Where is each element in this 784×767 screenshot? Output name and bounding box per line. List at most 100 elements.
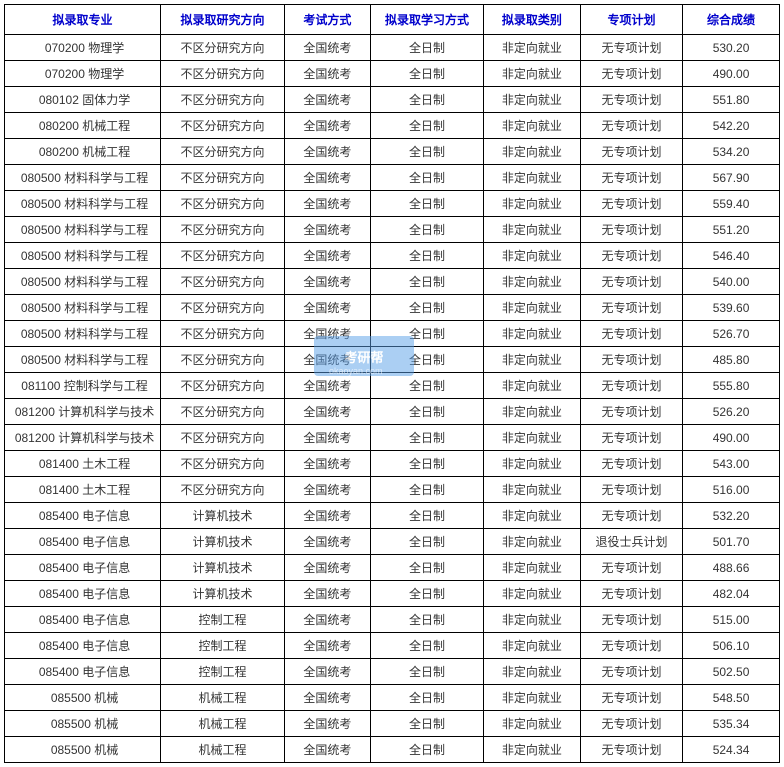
table-cell: 无专项计划 <box>580 165 682 191</box>
table-cell: 070200 物理学 <box>5 61 161 87</box>
table-cell: 081400 土木工程 <box>5 477 161 503</box>
table-cell: 全日制 <box>370 217 483 243</box>
table-cell: 不区分研究方向 <box>161 191 285 217</box>
table-cell: 无专项计划 <box>580 191 682 217</box>
table-row: 080500 材料科学与工程不区分研究方向全国统考全日制非定向就业无专项计划54… <box>5 243 780 269</box>
table-cell: 全日制 <box>370 113 483 139</box>
table-cell: 全日制 <box>370 659 483 685</box>
table-cell: 非定向就业 <box>483 503 580 529</box>
table-cell: 非定向就业 <box>483 555 580 581</box>
table-cell: 非定向就业 <box>483 399 580 425</box>
table-cell: 非定向就业 <box>483 529 580 555</box>
table-cell: 无专项计划 <box>580 425 682 451</box>
header-score: 综合成绩 <box>683 5 780 35</box>
table-cell: 567.90 <box>683 165 780 191</box>
table-row: 080102 固体力学不区分研究方向全国统考全日制非定向就业无专项计划551.8… <box>5 87 780 113</box>
table-cell: 非定向就业 <box>483 243 580 269</box>
table-cell: 全日制 <box>370 477 483 503</box>
table-row: 085400 电子信息计算机技术全国统考全日制非定向就业无专项计划488.66 <box>5 555 780 581</box>
table-cell: 全国统考 <box>284 61 370 87</box>
table-cell: 非定向就业 <box>483 113 580 139</box>
table-cell: 080500 材料科学与工程 <box>5 165 161 191</box>
table-cell: 080102 固体力学 <box>5 87 161 113</box>
table-cell: 全国统考 <box>284 425 370 451</box>
table-cell: 不区分研究方向 <box>161 347 285 373</box>
table-cell: 计算机技术 <box>161 529 285 555</box>
table-cell: 085400 电子信息 <box>5 607 161 633</box>
table-cell: 085400 电子信息 <box>5 529 161 555</box>
table-cell: 488.66 <box>683 555 780 581</box>
table-cell: 530.20 <box>683 35 780 61</box>
table-cell: 全日制 <box>370 191 483 217</box>
table-cell: 不区分研究方向 <box>161 373 285 399</box>
table-cell: 081200 计算机科学与技术 <box>5 425 161 451</box>
table-cell: 全国统考 <box>284 633 370 659</box>
table-cell: 全日制 <box>370 685 483 711</box>
table-cell: 485.80 <box>683 347 780 373</box>
table-cell: 全日制 <box>370 321 483 347</box>
table-cell: 不区分研究方向 <box>161 165 285 191</box>
table-cell: 全日制 <box>370 35 483 61</box>
table-row: 085500 机械机械工程全国统考全日制非定向就业无专项计划548.50 <box>5 685 780 711</box>
table-cell: 515.00 <box>683 607 780 633</box>
header-row: 拟录取专业 拟录取研究方向 考试方式 拟录取学习方式 拟录取类别 专项计划 综合… <box>5 5 780 35</box>
table-row: 085400 电子信息控制工程全国统考全日制非定向就业无专项计划506.10 <box>5 633 780 659</box>
table-cell: 085400 电子信息 <box>5 503 161 529</box>
table-cell: 080500 材料科学与工程 <box>5 347 161 373</box>
table-row: 081100 控制科学与工程不区分研究方向全国统考全日制非定向就业无专项计划55… <box>5 373 780 399</box>
table-cell: 不区分研究方向 <box>161 321 285 347</box>
table-row: 085400 电子信息计算机技术全国统考全日制非定向就业退役士兵计划501.70 <box>5 529 780 555</box>
table-row: 080500 材料科学与工程不区分研究方向全国统考全日制非定向就业无专项计划52… <box>5 321 780 347</box>
table-cell: 526.20 <box>683 399 780 425</box>
table-cell: 524.34 <box>683 737 780 763</box>
header-study: 拟录取学习方式 <box>370 5 483 35</box>
table-cell: 无专项计划 <box>580 61 682 87</box>
table-cell: 070200 物理学 <box>5 35 161 61</box>
table-cell: 全日制 <box>370 581 483 607</box>
table-cell: 085400 电子信息 <box>5 555 161 581</box>
table-row: 070200 物理学不区分研究方向全国统考全日制非定向就业无专项计划490.00 <box>5 61 780 87</box>
table-cell: 全国统考 <box>284 217 370 243</box>
table-cell: 080500 材料科学与工程 <box>5 243 161 269</box>
table-cell: 全国统考 <box>284 685 370 711</box>
table-row: 085400 电子信息控制工程全国统考全日制非定向就业无专项计划515.00 <box>5 607 780 633</box>
table-cell: 非定向就业 <box>483 451 580 477</box>
table-cell: 不区分研究方向 <box>161 87 285 113</box>
table-cell: 全国统考 <box>284 373 370 399</box>
table-cell: 控制工程 <box>161 659 285 685</box>
table-cell: 081400 土木工程 <box>5 451 161 477</box>
table-cell: 543.00 <box>683 451 780 477</box>
header-direction: 拟录取研究方向 <box>161 5 285 35</box>
table-cell: 非定向就业 <box>483 191 580 217</box>
table-cell: 非定向就业 <box>483 61 580 87</box>
table-cell: 无专项计划 <box>580 685 682 711</box>
table-cell: 516.00 <box>683 477 780 503</box>
table-cell: 全日制 <box>370 373 483 399</box>
table-cell: 全国统考 <box>284 191 370 217</box>
table-cell: 085400 电子信息 <box>5 659 161 685</box>
table-row: 085500 机械机械工程全国统考全日制非定向就业无专项计划535.34 <box>5 711 780 737</box>
table-cell: 无专项计划 <box>580 269 682 295</box>
table-cell: 085400 电子信息 <box>5 581 161 607</box>
table-cell: 无专项计划 <box>580 243 682 269</box>
table-cell: 539.60 <box>683 295 780 321</box>
table-cell: 490.00 <box>683 425 780 451</box>
table-cell: 535.34 <box>683 711 780 737</box>
table-cell: 无专项计划 <box>580 35 682 61</box>
table-cell: 无专项计划 <box>580 633 682 659</box>
table-cell: 532.20 <box>683 503 780 529</box>
table-row: 080500 材料科学与工程不区分研究方向全国统考全日制非定向就业无专项计划56… <box>5 165 780 191</box>
table-cell: 非定向就业 <box>483 685 580 711</box>
table-row: 081400 土木工程不区分研究方向全国统考全日制非定向就业无专项计划516.0… <box>5 477 780 503</box>
table-cell: 全日制 <box>370 165 483 191</box>
table-cell: 全日制 <box>370 711 483 737</box>
table-cell: 全日制 <box>370 295 483 321</box>
table-cell: 不区分研究方向 <box>161 269 285 295</box>
table-cell: 非定向就业 <box>483 347 580 373</box>
table-cell: 全国统考 <box>284 477 370 503</box>
table-cell: 无专项计划 <box>580 217 682 243</box>
table-cell: 542.20 <box>683 113 780 139</box>
table-row: 085500 机械机械工程全国统考全日制非定向就业无专项计划524.34 <box>5 737 780 763</box>
table-cell: 全国统考 <box>284 35 370 61</box>
table-cell: 085400 电子信息 <box>5 633 161 659</box>
